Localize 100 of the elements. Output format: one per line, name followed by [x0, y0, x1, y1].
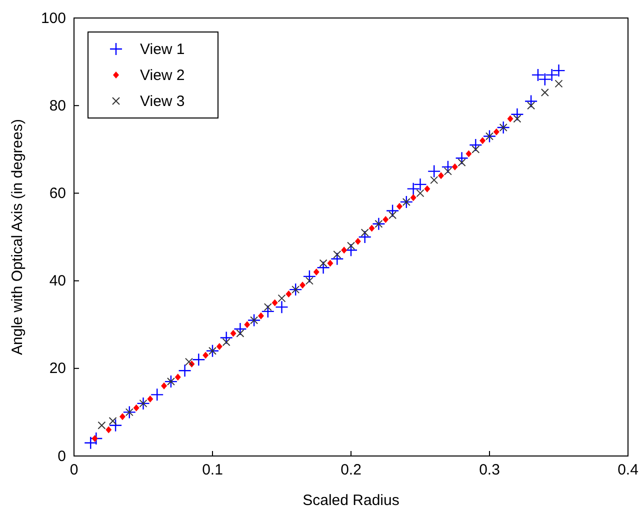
point — [327, 260, 334, 267]
y-tick-label: 60 — [49, 185, 66, 202]
point — [300, 282, 306, 289]
point — [493, 128, 500, 136]
point — [458, 158, 466, 167]
legend-label: View 1 — [140, 41, 185, 58]
point — [406, 182, 420, 196]
point — [402, 198, 410, 206]
point — [545, 68, 558, 82]
y-tick-label: 80 — [49, 97, 66, 114]
point — [178, 364, 192, 378]
point — [510, 108, 524, 121]
point — [305, 276, 314, 285]
point — [469, 138, 482, 152]
point — [289, 282, 302, 296]
point — [286, 290, 292, 298]
point — [410, 194, 416, 202]
point — [92, 434, 98, 442]
point — [234, 322, 247, 336]
point — [261, 304, 274, 318]
point — [161, 382, 168, 390]
point — [174, 374, 181, 381]
point — [164, 374, 178, 388]
point — [552, 64, 566, 78]
point — [444, 167, 452, 176]
point — [250, 316, 258, 324]
point — [428, 164, 441, 178]
point — [486, 132, 494, 140]
point — [319, 259, 328, 268]
point — [278, 294, 286, 302]
point — [98, 421, 106, 430]
point — [524, 94, 538, 108]
point — [414, 178, 427, 192]
point — [275, 300, 288, 314]
point — [208, 346, 216, 355]
point — [230, 330, 236, 337]
point — [347, 242, 355, 250]
point — [206, 344, 220, 358]
x-tick-label: 0.4 — [618, 462, 638, 479]
point — [166, 378, 175, 386]
point — [139, 399, 148, 408]
point — [424, 185, 430, 192]
point — [368, 224, 375, 232]
x-tick-label: 0 — [70, 462, 78, 479]
y-tick-label: 20 — [49, 360, 66, 378]
point — [90, 432, 103, 446]
point — [264, 303, 272, 312]
point — [122, 406, 136, 419]
point — [354, 238, 361, 245]
point — [482, 130, 496, 143]
point — [480, 137, 486, 144]
x-tick-label: 0.3 — [479, 462, 500, 479]
point — [430, 176, 438, 184]
point — [388, 211, 397, 220]
point — [466, 150, 472, 158]
point — [147, 396, 154, 403]
point — [313, 268, 320, 276]
point — [386, 204, 400, 218]
point — [106, 426, 112, 434]
point — [360, 228, 369, 237]
point — [108, 416, 117, 425]
point — [344, 244, 358, 257]
point — [372, 217, 386, 230]
point — [330, 252, 344, 266]
point — [513, 114, 522, 123]
point — [292, 286, 300, 294]
legend-label: View 2 — [140, 67, 185, 84]
point — [540, 88, 549, 96]
point — [258, 312, 264, 320]
point — [496, 120, 510, 134]
point — [108, 418, 122, 432]
point — [84, 436, 98, 450]
point — [236, 329, 244, 338]
point — [150, 388, 164, 402]
y-axis-title: Angle with Optical Axis (in degrees) — [9, 119, 26, 355]
x-tick-label: 0.1 — [202, 462, 223, 479]
point — [358, 230, 372, 244]
point — [499, 124, 508, 132]
point — [244, 321, 250, 328]
point — [333, 250, 342, 259]
point — [527, 102, 536, 110]
point — [507, 115, 514, 122]
point — [341, 246, 348, 254]
point — [136, 396, 150, 410]
point — [222, 338, 230, 346]
x-tick-label: 0.2 — [340, 462, 362, 479]
point — [374, 220, 383, 228]
point — [202, 352, 209, 359]
point — [119, 413, 126, 420]
legend-label: View 3 — [140, 93, 185, 110]
y-tick-label: 0 — [58, 448, 66, 465]
point — [247, 314, 261, 327]
point — [184, 358, 193, 366]
point — [192, 353, 206, 366]
point — [382, 216, 389, 223]
x-axis-title: Scaled Radius — [302, 492, 400, 509]
point — [472, 145, 480, 154]
point — [272, 299, 278, 306]
point — [316, 261, 330, 274]
point — [302, 270, 316, 284]
